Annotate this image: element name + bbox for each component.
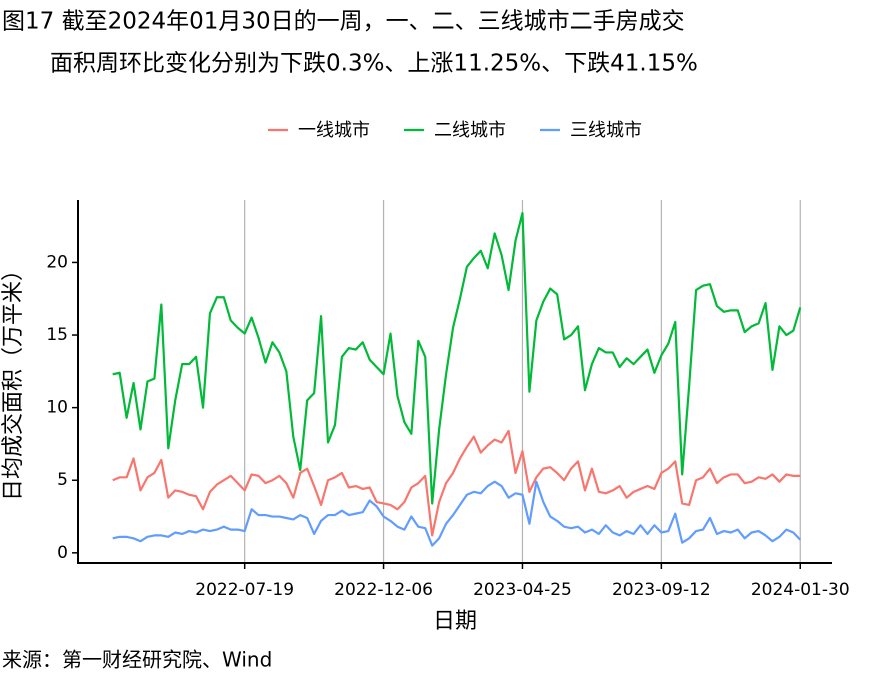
x-axis-label: 日期 <box>433 609 477 634</box>
source-note: 来源：第一财经研究院、Wind <box>2 648 272 672</box>
series-line <box>112 429 801 537</box>
y-tick-label: 5 <box>57 470 68 490</box>
y-tick-label: 0 <box>57 543 68 563</box>
legend-label: 二线城市 <box>434 120 506 141</box>
x-tick-label: 2024-01-30 <box>751 580 850 600</box>
x-tick-label: 2023-09-12 <box>612 580 711 600</box>
chart-title: 图17 截至2024年01月30日的一周，一、二、三线城市二手房成交 <box>2 9 685 35</box>
y-tick-label: 15 <box>46 325 68 345</box>
legend-label: 一线城市 <box>298 120 370 141</box>
y-tick-label: 20 <box>46 252 68 272</box>
series-line <box>112 211 802 505</box>
x-tick-label: 2022-12-06 <box>334 580 433 600</box>
chart-title: 面积周环比变化分别为下跌0.3%、上涨11.25%、下跌41.15% <box>50 51 698 77</box>
y-tick-label: 10 <box>46 398 68 418</box>
x-tick-label: 2022-07-19 <box>195 580 294 600</box>
legend-label: 三线城市 <box>570 120 642 141</box>
series-line <box>112 480 802 547</box>
y-axis-label: 日均成交面积（万平米） <box>1 259 26 501</box>
x-tick-label: 2023-04-25 <box>473 580 572 600</box>
